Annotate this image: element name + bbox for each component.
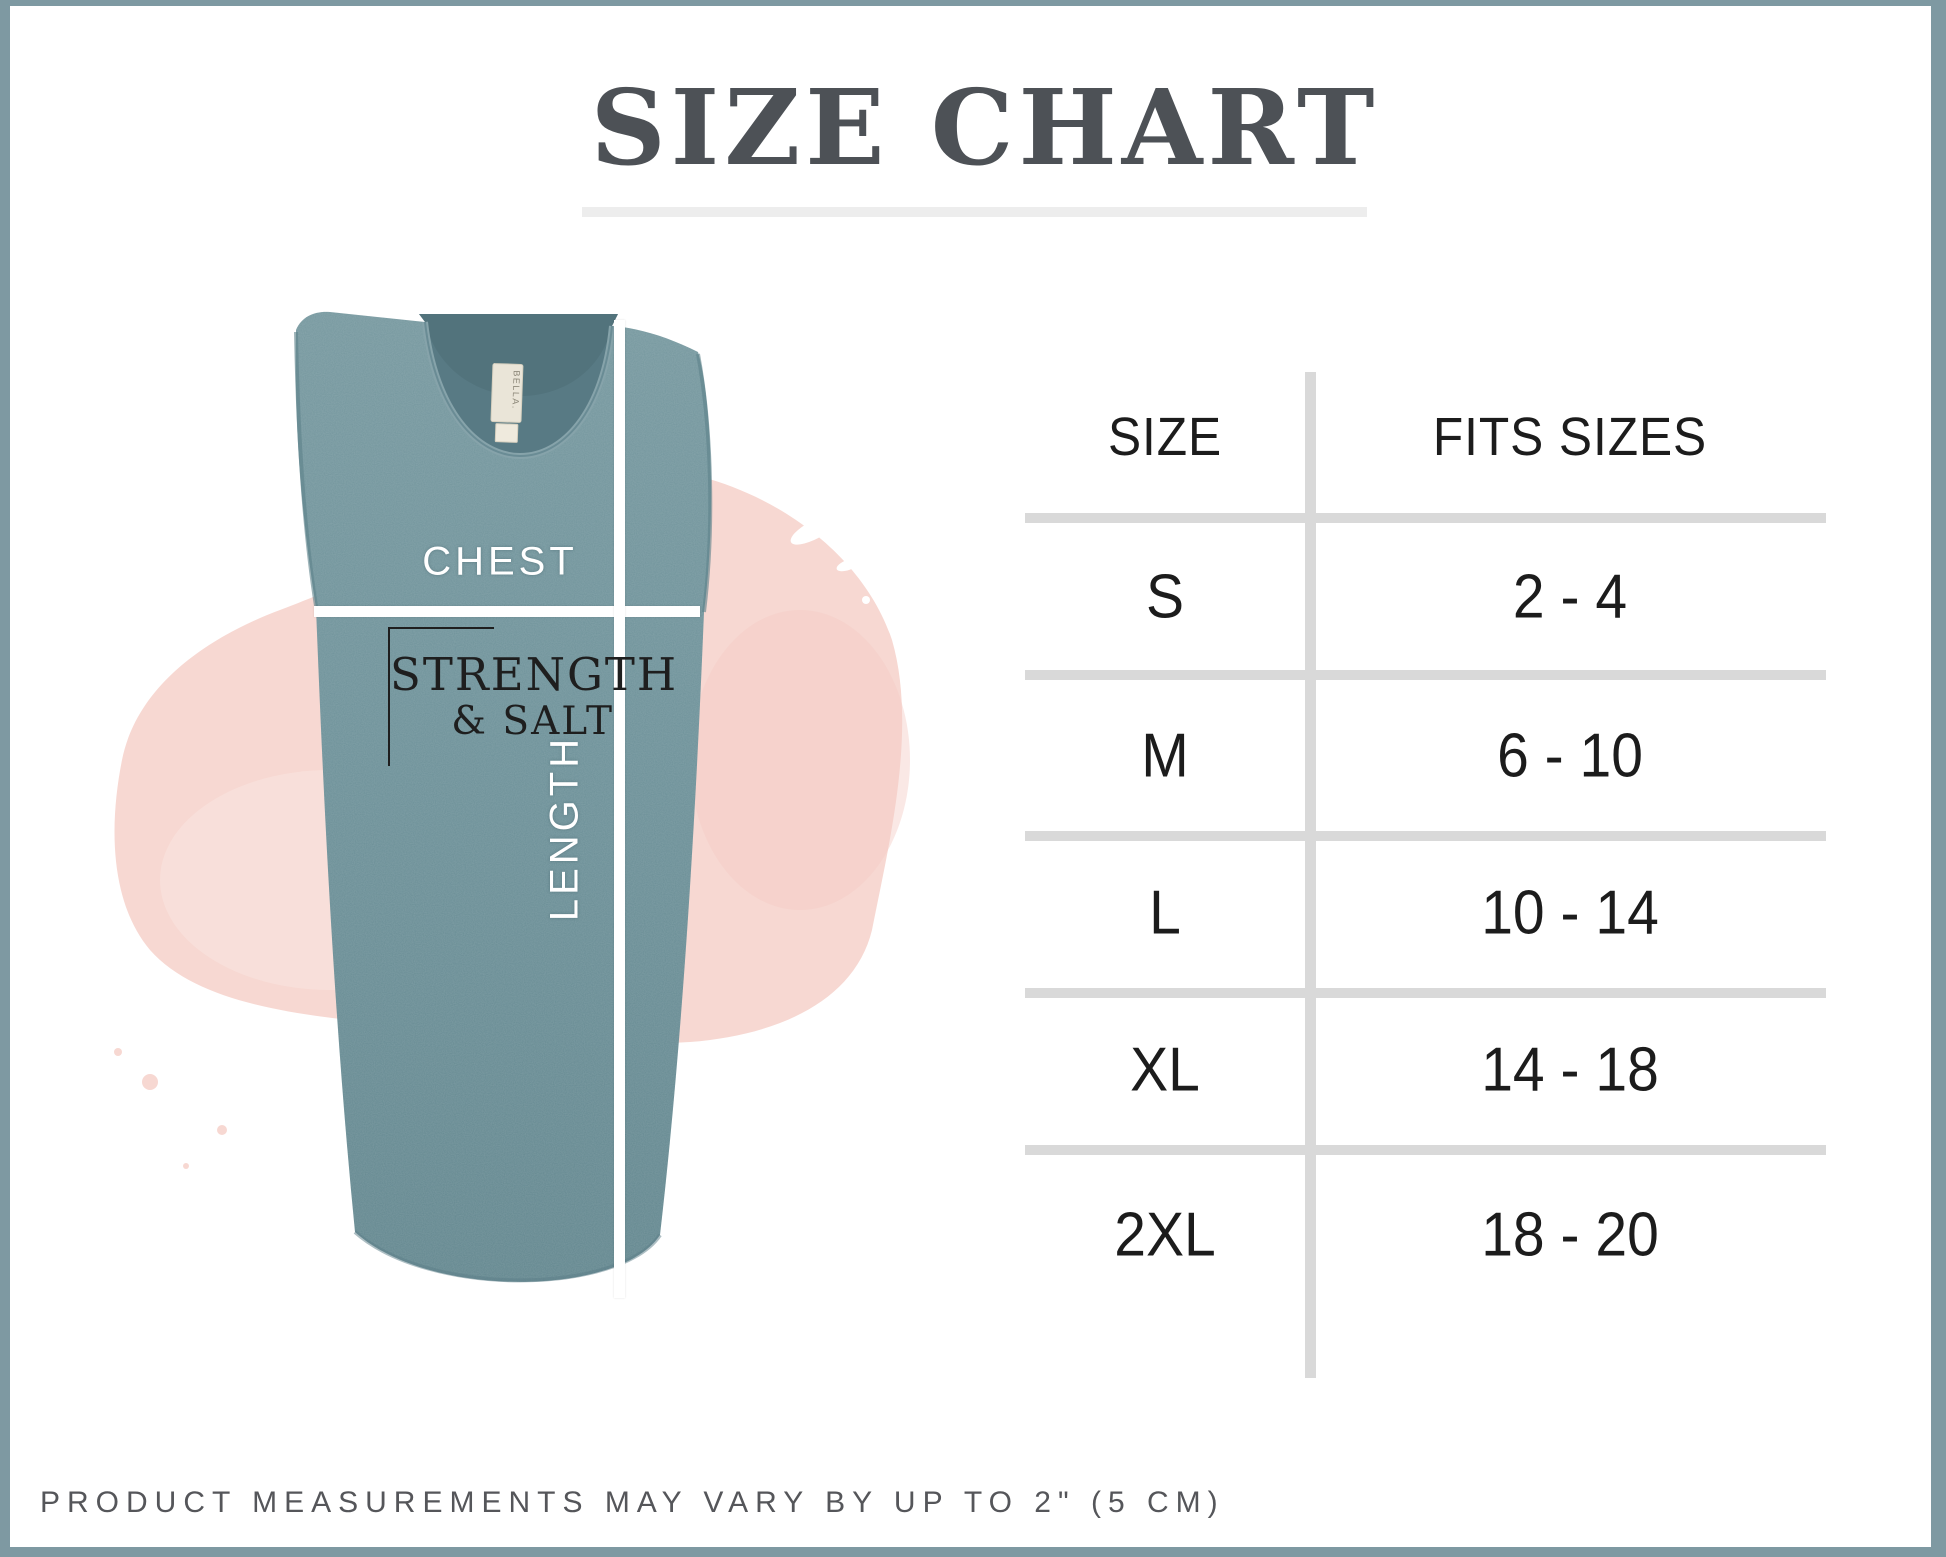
table-cell-size: L (1149, 878, 1181, 948)
table-cell-fits: 18 - 20 (1481, 1200, 1659, 1270)
brand-tag: BELLA. (490, 363, 524, 443)
table-cell-size: 2XL (1114, 1200, 1216, 1270)
table-header-fits: FITS SIZES (1432, 407, 1708, 467)
table-cell-fits: 14 - 18 (1481, 1035, 1659, 1105)
table-row-divider (1025, 670, 1826, 680)
table-cell-size: XL (1130, 1035, 1200, 1105)
table-cell-fits: 10 - 14 (1481, 878, 1659, 948)
chest-measure-line (314, 606, 700, 617)
page-title: SIZE CHART (590, 66, 1380, 189)
svg-text:BELLA.: BELLA. (510, 370, 521, 410)
shirt-design-line2: & SALT (451, 699, 614, 745)
table-header-divider (1025, 513, 1826, 523)
table-column-divider (1305, 372, 1316, 1378)
table-cell-size: S (1145, 562, 1185, 632)
disclaimer-text: PRODUCT MEASUREMENTS MAY VARY BY UP TO 2… (40, 1486, 1225, 1519)
table-row-divider (1025, 988, 1826, 998)
frame-border-bottom (0, 1547, 1946, 1557)
frame-border-left (0, 0, 10, 1557)
table-header-size: SIZE (1107, 407, 1223, 467)
tank-top-image: BELLA. (294, 311, 713, 1283)
table-row-divider (1025, 831, 1826, 841)
table-cell-size: M (1141, 721, 1189, 791)
shirt-design-text: STRENGTH & SALT (390, 648, 679, 745)
shirt-design-line1: STRENGTH (390, 648, 679, 701)
chest-label: CHEST (422, 539, 578, 584)
table-row-divider (1025, 1145, 1826, 1155)
frame-border-top (0, 0, 1946, 6)
frame-border-right (1931, 0, 1946, 1557)
length-label: LENGTH (542, 734, 587, 922)
title-underline (582, 207, 1367, 217)
design-corner-bracket (388, 627, 494, 766)
table-cell-fits: 6 - 10 (1497, 721, 1643, 791)
length-measure-line (614, 320, 625, 1298)
table-cell-fits: 2 - 4 (1512, 562, 1628, 632)
